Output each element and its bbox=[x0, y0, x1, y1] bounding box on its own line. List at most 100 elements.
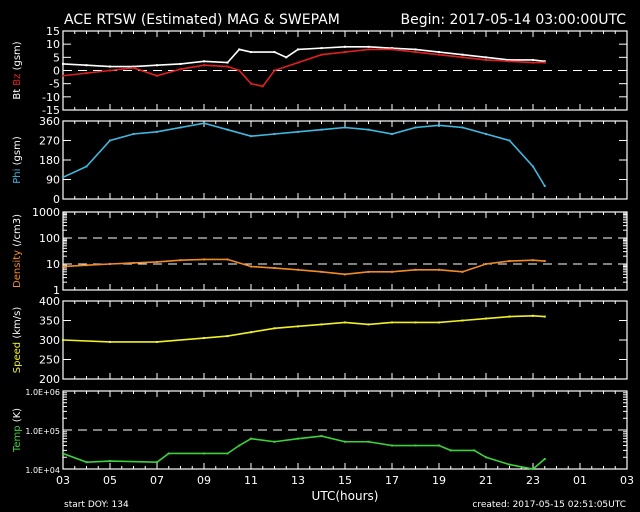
y-axis-label-part: Speed bbox=[12, 342, 23, 373]
data-point-bz bbox=[543, 61, 546, 64]
data-point-temp bbox=[508, 463, 511, 466]
data-point-bt bbox=[226, 61, 229, 64]
data-point-bt bbox=[238, 48, 241, 51]
y-tick-label: 0 bbox=[53, 193, 60, 206]
data-point-temp bbox=[273, 440, 276, 443]
data-point-bt bbox=[285, 56, 288, 59]
data-point-bt bbox=[543, 60, 546, 63]
data-point-density bbox=[543, 260, 546, 263]
y-axis-label-part: Density bbox=[12, 250, 23, 288]
data-point-bz bbox=[508, 60, 511, 63]
data-point-phi bbox=[344, 126, 346, 129]
y-tick-label: -15 bbox=[42, 104, 60, 117]
data-point-bt bbox=[344, 45, 346, 48]
y-tick-label: 350 bbox=[39, 315, 60, 328]
data-point-phi bbox=[320, 128, 323, 131]
data-point-bz bbox=[438, 53, 440, 56]
series-bt-line bbox=[62, 45, 545, 68]
y-tick-label: 300 bbox=[39, 334, 60, 347]
data-point-speed bbox=[543, 315, 546, 318]
data-point-phi bbox=[414, 126, 417, 129]
y-tick-label: -10 bbox=[42, 91, 60, 104]
x-tick-label: 17 bbox=[385, 474, 399, 487]
data-point-bt bbox=[250, 51, 252, 54]
data-point-phi bbox=[508, 139, 511, 142]
data-point-bt bbox=[273, 51, 276, 54]
x-tick-label: 15 bbox=[338, 474, 352, 487]
data-point-speed bbox=[62, 339, 64, 341]
panel-speed: 400 350 300 250 200 Speed (km/s) bbox=[12, 295, 628, 386]
data-point-bz bbox=[320, 53, 323, 56]
data-point-bt bbox=[62, 62, 64, 65]
panel-frame bbox=[62, 30, 628, 111]
y-axis-label-part: (/cm3) bbox=[12, 214, 23, 250]
data-point-phi bbox=[391, 133, 393, 135]
data-point-speed bbox=[320, 323, 323, 326]
data-point-temp bbox=[473, 449, 476, 452]
data-point-bz bbox=[297, 61, 299, 64]
data-point-bz bbox=[261, 85, 264, 88]
data-point-speed bbox=[156, 340, 158, 343]
y-axis-label-part: (gsm) bbox=[12, 136, 23, 168]
data-point-bt bbox=[438, 51, 440, 54]
data-point-bz bbox=[391, 48, 393, 51]
data-point-bt bbox=[203, 60, 205, 63]
data-point-bz bbox=[532, 61, 534, 64]
y-axis-label-part: Phi bbox=[12, 169, 23, 184]
data-point-phi bbox=[226, 128, 229, 131]
x-tick-label: 07 bbox=[150, 474, 164, 487]
y-tick-label: 180 bbox=[39, 154, 60, 167]
data-point-temp bbox=[203, 452, 205, 455]
data-point-bz bbox=[203, 64, 205, 67]
x-tick-label: 11 bbox=[244, 474, 258, 487]
begin-time: Begin: 2017-05-14 03:00:00UTC bbox=[401, 12, 627, 28]
data-point-bz bbox=[156, 74, 158, 77]
y-tick-label: 400 bbox=[39, 295, 60, 308]
y-tick-label: 200 bbox=[39, 373, 60, 386]
data-point-temp bbox=[438, 444, 440, 447]
data-point-speed bbox=[273, 327, 276, 330]
y-axis-label: Temp (K) bbox=[12, 408, 23, 453]
series-speed-line bbox=[62, 315, 545, 343]
data-point-speed bbox=[532, 314, 534, 317]
series-density-line bbox=[62, 258, 545, 276]
data-point-temp bbox=[367, 440, 370, 443]
x-axis-label: UTC(hours) bbox=[312, 489, 379, 503]
data-point-bz bbox=[461, 56, 464, 59]
data-point-speed bbox=[461, 319, 464, 322]
start-doy: start DOY: 134 bbox=[64, 500, 129, 510]
data-point-speed bbox=[203, 337, 205, 340]
data-point-bz bbox=[250, 82, 252, 85]
y-axis-label: Bt Bz (gsm) bbox=[12, 41, 23, 99]
panel-phi: 360 270 180 90 0 Phi (gsm) bbox=[12, 115, 628, 206]
data-point-speed bbox=[391, 321, 393, 324]
x-tick-label: 23 bbox=[526, 474, 540, 487]
data-point-phi bbox=[250, 135, 252, 138]
data-point-bt bbox=[320, 47, 323, 50]
data-point-temp bbox=[320, 435, 323, 438]
data-point-density bbox=[85, 264, 88, 267]
y-tick-label: 0 bbox=[53, 65, 60, 78]
data-point-bt bbox=[367, 45, 370, 48]
data-point-density bbox=[250, 265, 252, 268]
data-point-bz bbox=[344, 51, 346, 54]
y-tick-label: 10 bbox=[46, 258, 60, 271]
data-point-phi bbox=[156, 130, 158, 133]
data-point-density bbox=[438, 268, 440, 271]
y-tick-label: 1000 bbox=[32, 206, 60, 219]
data-point-bt bbox=[461, 53, 464, 56]
data-point-density bbox=[485, 263, 487, 265]
y-tick-label: 100 bbox=[39, 232, 60, 245]
y-tick-label: 1.0E+05 bbox=[25, 427, 60, 436]
y-tick-label: 10 bbox=[46, 38, 60, 51]
series-bz-line bbox=[62, 48, 545, 88]
y-axis-label-part: Bz bbox=[12, 74, 23, 89]
x-tick-label: 19 bbox=[432, 474, 446, 487]
x-tick-label: 01 bbox=[573, 474, 587, 487]
y-axis-label-part: (km/s) bbox=[12, 307, 23, 342]
data-point-temp bbox=[449, 449, 452, 452]
panel-frame bbox=[62, 211, 628, 291]
data-point-phi bbox=[273, 133, 276, 135]
